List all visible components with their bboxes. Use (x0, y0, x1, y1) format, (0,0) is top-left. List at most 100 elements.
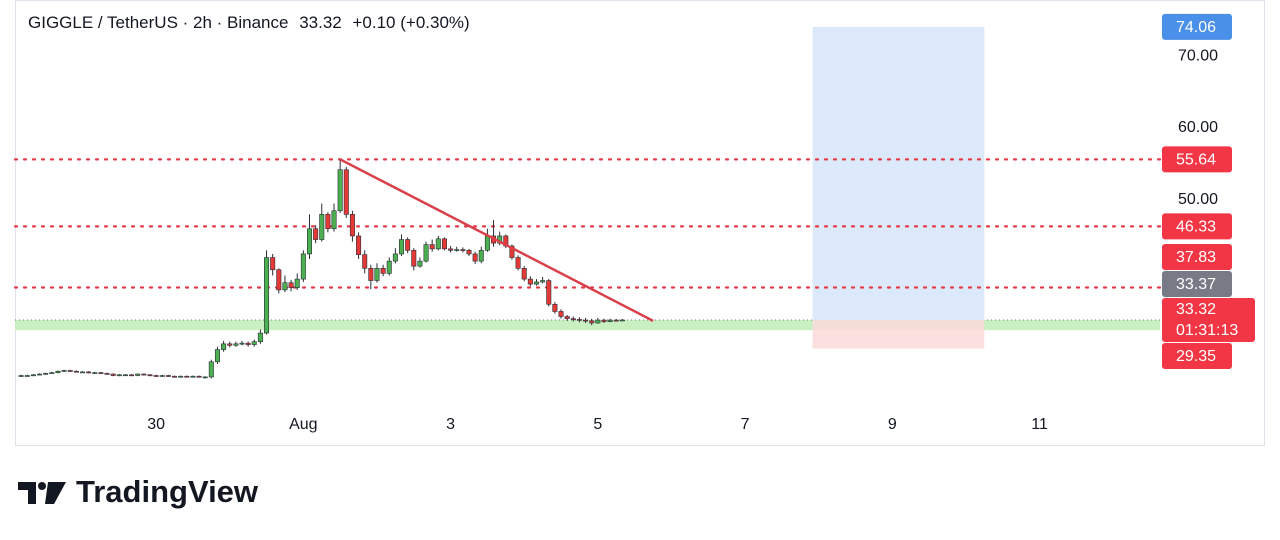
candle-body (356, 235, 362, 255)
candle-body (515, 257, 521, 269)
x-tick-label: 11 (1031, 416, 1048, 433)
candle-body (533, 281, 539, 285)
x-tick-label: 7 (741, 416, 750, 433)
candle-body (233, 343, 239, 346)
candle-body (67, 370, 73, 372)
candle-body (61, 370, 67, 372)
candle-body (92, 372, 98, 374)
candle-body (202, 376, 208, 379)
candle-body (521, 268, 527, 280)
candle-body (270, 257, 276, 271)
candle-body (607, 319, 613, 322)
x-tick-label: Aug (289, 416, 317, 433)
plot-area (13, 26, 1162, 379)
candle-body (190, 375, 196, 378)
candle-body (172, 375, 178, 378)
candle-body (294, 278, 300, 289)
candle-body (466, 250, 472, 255)
candle-body (386, 260, 392, 274)
price-label: 33.32 (1176, 301, 1216, 318)
candle-body (227, 343, 233, 346)
price-label: 29.35 (1176, 348, 1216, 365)
x-tick-label: 30 (147, 416, 165, 433)
y-tick-label: 70.00 (1178, 47, 1218, 64)
candle-body (368, 268, 374, 281)
candle-body (399, 239, 405, 255)
chart-frame (15, 0, 1265, 446)
y-tick-label: 50.00 (1178, 191, 1218, 208)
candle-body (337, 169, 343, 212)
candle-body (282, 282, 288, 291)
position-profit (812, 26, 985, 320)
candle-body (380, 268, 386, 274)
candle-body (196, 375, 202, 378)
candle-body (374, 268, 380, 281)
candle-body (527, 278, 533, 285)
candle-body (540, 280, 546, 283)
price-label: 55.64 (1176, 152, 1216, 169)
candle-body (30, 374, 36, 377)
candle-body (37, 373, 43, 376)
candle-body (613, 319, 619, 322)
price-label-box (1162, 270, 1232, 297)
candle-body (306, 228, 312, 255)
last-price: 33.32 (299, 13, 342, 32)
candle-body (325, 214, 331, 230)
candle-body (331, 210, 337, 230)
candle-body (178, 375, 184, 378)
candle-body (343, 169, 349, 215)
candle-body (564, 316, 570, 319)
candle-body (558, 311, 564, 317)
price-label-box (1162, 342, 1232, 369)
position-loss (812, 319, 985, 349)
price-label-box (1162, 146, 1232, 173)
candle-body (43, 373, 49, 375)
candle-body (116, 374, 122, 377)
candle-body (251, 341, 257, 345)
candle-body (589, 320, 595, 324)
brand-logo (18, 482, 66, 504)
candle-body (257, 332, 263, 342)
candle-body (104, 373, 110, 375)
candle-body (24, 375, 30, 377)
price-change: +0.10 (+0.30%) (353, 13, 470, 32)
candle-body (423, 244, 429, 262)
symbol: GIGGLE / TetherUS · 2h · Binance (28, 13, 288, 32)
candle-body (122, 374, 128, 377)
price-label: 46.33 (1176, 219, 1216, 236)
candle-body (319, 214, 325, 240)
candle-body (460, 249, 466, 251)
candle-body (18, 375, 24, 377)
candle-body (147, 374, 153, 377)
chart-header: GIGGLE / TetherUS · 2h · Binance 33.32 +… (28, 13, 470, 32)
candle-body (110, 373, 116, 376)
candle-body (73, 370, 79, 373)
brand-name: TradingView (76, 474, 259, 509)
candle-body (448, 248, 454, 251)
candle-body (221, 343, 227, 350)
candle-body (208, 361, 214, 378)
candle-body (392, 253, 398, 262)
x-tick-label: 3 (446, 416, 455, 433)
candle-body (245, 342, 251, 345)
candle-body (435, 238, 441, 250)
candle-body (86, 371, 92, 374)
price-label-box (1162, 213, 1232, 240)
candle-body (619, 319, 625, 322)
candle-body (129, 374, 135, 377)
candle-body (349, 214, 355, 237)
candle-body (552, 303, 558, 312)
candle-body (417, 260, 423, 267)
candle-body (472, 253, 478, 262)
countdown: 01:31:13 (1176, 322, 1238, 339)
price-label: 37.83 (1176, 249, 1216, 266)
candle-body (159, 375, 165, 377)
candle-body (576, 319, 582, 321)
candle-body (288, 282, 294, 289)
support-zone (15, 319, 1160, 331)
candle-body (239, 342, 245, 345)
x-tick-label: 5 (593, 416, 602, 433)
price-label-box (1162, 297, 1255, 342)
candle-body (300, 253, 306, 280)
